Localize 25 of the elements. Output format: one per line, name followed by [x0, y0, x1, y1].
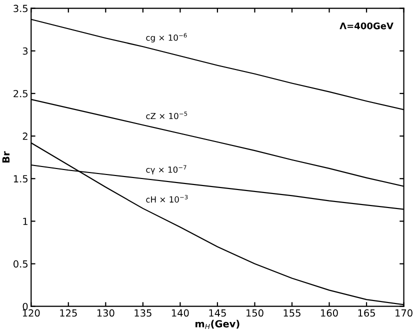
x-tick-label: 165	[358, 309, 375, 317]
x-tick-label: 130	[97, 309, 114, 317]
y-tick-label: 2	[22, 132, 28, 140]
annotation: Λ=400GeV	[340, 22, 394, 30]
x-tick-label: 160	[321, 309, 338, 317]
x-tick-label: 155	[284, 309, 300, 317]
y-tick-label: 3	[22, 47, 28, 55]
series-label: cg × 10$^{−6}$	[146, 33, 187, 42]
y-axis-title: Br	[2, 151, 10, 163]
y-tick-label: 3.5	[14, 4, 28, 12]
y-tick-label: 1	[23, 218, 28, 225]
x-axis-title: m$_{H}$(Gev)	[196, 320, 240, 329]
x-tick-label: 150	[246, 309, 264, 317]
y-tick-label: 2.5	[14, 90, 28, 98]
y-tick-label: 0.5	[14, 260, 28, 268]
x-tick-label: 140	[172, 309, 189, 317]
x-tick-label: 135	[134, 309, 152, 317]
x-tick-label: 145	[209, 309, 226, 317]
x-tick-label: 125	[60, 309, 77, 317]
x-tick-label: 170	[396, 309, 412, 317]
x-tick-label: 120	[22, 309, 40, 317]
series-label: cγ × 10$^{−7}$	[146, 165, 186, 174]
series-label: cH × 10$^{−3}$	[146, 194, 188, 203]
y-tick-label: 1.5	[14, 175, 28, 182]
series-label: cZ × 10$^{−5}$	[146, 112, 188, 120]
